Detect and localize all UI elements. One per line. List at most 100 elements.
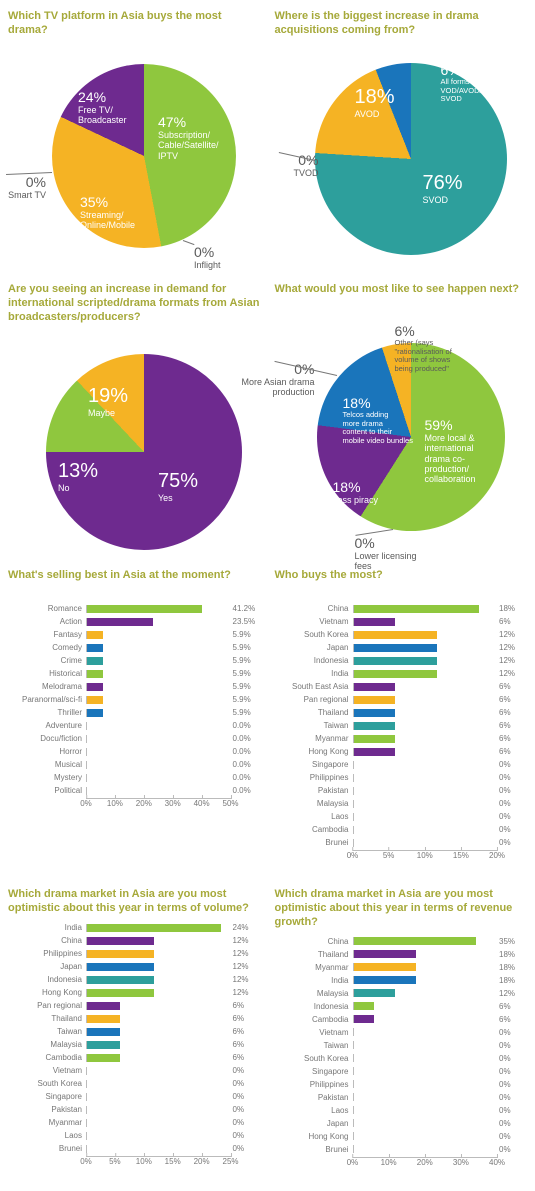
pie-disc [46,354,242,550]
bar-fill [87,631,103,639]
bar-category: Laos [8,1131,82,1140]
axis-tick: 20% [417,1158,433,1167]
bar-track [86,1002,227,1010]
bar-value: 0% [497,1106,527,1115]
bar-fill [354,950,417,958]
bar-category: Pakistan [275,1093,349,1102]
bar-track [353,696,494,704]
bar-value: 5.9% [231,669,261,678]
bar-category: South Korea [275,630,349,639]
pie-slice-pct: 24% [78,89,127,105]
bar-category: Historical [8,669,82,678]
bar-value: 0% [231,1118,261,1127]
bar-track [86,1132,227,1140]
chart-title: Where is the biggest increase in drama a… [275,10,528,38]
bar-fill [87,1002,120,1010]
bar-category: South Korea [8,1079,82,1088]
axis-tick: 5% [109,1157,121,1166]
bar-category: Paranormal/sci-fi [8,695,82,704]
bar-value: 0.0% [231,760,261,769]
axis-tick: 10% [136,1157,152,1166]
bar-value: 0.0% [231,721,261,730]
bar-track [353,800,494,808]
bar-value: 5.9% [231,643,261,652]
bar-category: Pakistan [8,1105,82,1114]
bar-row: Hong Kong0% [275,1131,528,1142]
bar-category: Singapore [275,760,349,769]
bar-row: Thailand18% [275,949,528,960]
bar-category: Laos [275,812,349,821]
bar-value: 5.9% [231,695,261,704]
bar-category: Romance [8,604,82,613]
bar-fill [87,709,103,717]
bar-value: 6% [231,1001,261,1010]
axis-tick: 0% [80,1157,92,1166]
bar-track [353,605,494,613]
bar-value: 0% [231,1144,261,1153]
axis-tick: 20% [136,799,152,808]
bar-fill [354,618,396,626]
pie-slice-pct: 18% [355,86,395,109]
bar-category: Singapore [275,1067,349,1076]
pie-slice-text: All forms of VOD/AVOD/ SVOD [441,77,482,103]
bar-value: 18% [497,604,527,613]
bar-value: 6% [497,1002,527,1011]
pie-slice-pct: 0% [355,535,417,551]
bar-track [353,1106,494,1114]
pie-slice-pct: 35% [80,194,135,210]
pie-slice-label: 18%Less piracy [333,479,379,505]
axis-tick: 20% [194,1157,210,1166]
bar-fill [354,976,417,984]
bar-fill [87,618,153,626]
axis-tick: 40% [489,1158,505,1167]
bar-value: 12% [231,962,261,971]
bar-row: Singapore0% [275,1066,528,1077]
bar-track [86,937,227,945]
chart-title: What's selling best in Asia at the momen… [8,569,261,597]
pie-slice-pct: 0% [194,244,221,260]
bar-track [353,1145,494,1153]
bar-value: 6% [497,734,527,743]
bar-value: 6% [497,747,527,756]
bar-category: Fantasy [8,630,82,639]
bar-fill [354,657,438,665]
bar-value: 12% [497,643,527,652]
bar-track [353,631,494,639]
bar-track [86,709,227,717]
pie-slice-label: 18%Telcos adding more drama content to t… [343,395,413,446]
bar-category: Taiwan [8,1027,82,1036]
bar-row: Thailand6% [275,707,528,718]
bar-category: Myanmar [275,734,349,743]
pie-slice-pct: 6% [395,323,452,339]
bar-category: Myanmar [275,963,349,972]
axis-tick: 0% [80,799,92,808]
pie-slice-text: Less piracy [333,495,379,505]
pie-slice-pct: 19% [88,385,128,408]
bar-row: Horror0.0% [8,746,261,757]
bar-value: 0% [497,1093,527,1102]
bar-track [86,683,227,691]
bar-row: Philippines12% [8,948,261,959]
bar-track [353,1002,494,1010]
axis-tick: 0% [347,851,359,860]
bar-category: Indonesia [8,975,82,984]
bar-row: Philippines0% [275,772,528,783]
bar-category: Pan regional [8,1001,82,1010]
bar-chart-0: What's selling best in Asia at the momen… [8,569,261,864]
bar-track [86,1041,227,1049]
bar-value: 12% [497,989,527,998]
bar-track [86,1145,227,1153]
bar-fill [87,683,103,691]
axis-tick: 20% [489,851,505,860]
pie-slice-text: Free TV/ Broadcaster [78,105,127,125]
bar-row: South Korea0% [275,1053,528,1064]
bar-category: Musical [8,760,82,769]
pie-slice-pct: 0% [241,361,314,377]
bar-track [353,963,494,971]
bar-fill [354,1002,375,1010]
bar-row: Indonesia12% [275,655,528,666]
bar-value: 12% [497,669,527,678]
pie-wrap: 75%Yes13%No19%Maybe [8,330,261,545]
bar-row: Taiwan6% [275,720,528,731]
bar-value: 0% [497,1119,527,1128]
